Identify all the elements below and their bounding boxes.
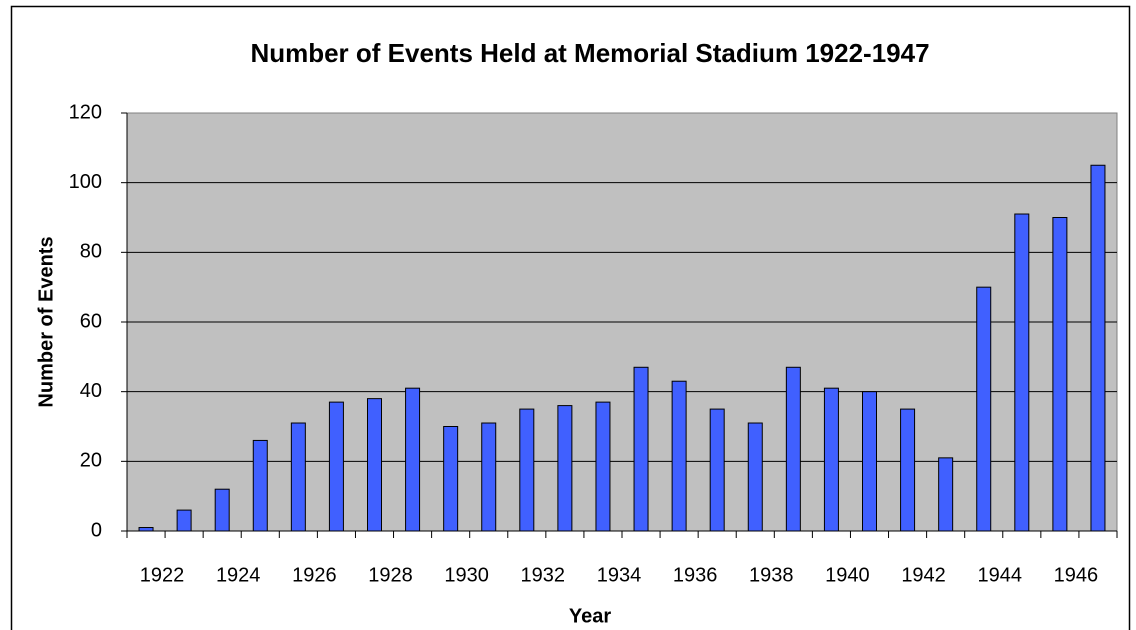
bar [709, 408, 725, 532]
y-tick-label: 120 [69, 101, 102, 123]
x-tick-label: 1932 [521, 564, 566, 586]
bar [862, 391, 877, 532]
bar [557, 405, 573, 532]
bar [519, 408, 535, 532]
x-tick-label: 1940 [825, 564, 870, 586]
bar [138, 527, 154, 532]
y-tick-label: 80 [80, 241, 102, 263]
bar [405, 387, 421, 532]
bar [443, 426, 459, 532]
x-tick-label: 1926 [292, 564, 337, 586]
bar [900, 408, 916, 532]
bar [633, 366, 649, 532]
y-tick-label: 20 [80, 450, 102, 472]
y-tick-label: 60 [80, 310, 102, 332]
bar [785, 366, 801, 532]
bar [367, 398, 382, 532]
bar [1090, 164, 1106, 532]
x-tick-label: 1922 [140, 564, 185, 586]
y-axis-title: Number of Events [35, 236, 57, 407]
bar [595, 401, 611, 532]
x-tick-label: 1944 [977, 564, 1022, 586]
bar [671, 380, 687, 532]
y-tick-label: 0 [91, 519, 102, 541]
bar [747, 422, 763, 532]
x-tick-label: 1936 [673, 564, 718, 586]
x-tick-label: 1934 [597, 564, 642, 586]
x-tick-label: 1946 [1054, 564, 1099, 586]
bar [252, 439, 268, 532]
bar [1014, 213, 1030, 532]
bar [214, 488, 230, 532]
bar [290, 422, 306, 532]
bar [328, 401, 344, 532]
chart-title: Number of Events Held at Memorial Stadiu… [250, 38, 930, 68]
y-tick-label: 40 [80, 380, 102, 402]
y-tick-label: 100 [69, 171, 102, 193]
bar [481, 422, 497, 532]
x-tick-label: 1942 [901, 564, 946, 586]
bar [823, 387, 839, 532]
bar [976, 286, 992, 532]
bar [938, 457, 954, 532]
x-tick-label: 1938 [749, 564, 794, 586]
x-tick-label: 1924 [216, 564, 261, 586]
x-axis-title: Year [569, 605, 611, 627]
x-tick-label: 1930 [444, 564, 489, 586]
chart-border [10, 5, 1131, 630]
bar [176, 509, 192, 532]
x-tick-label: 1928 [368, 564, 413, 586]
bar [1052, 217, 1068, 532]
